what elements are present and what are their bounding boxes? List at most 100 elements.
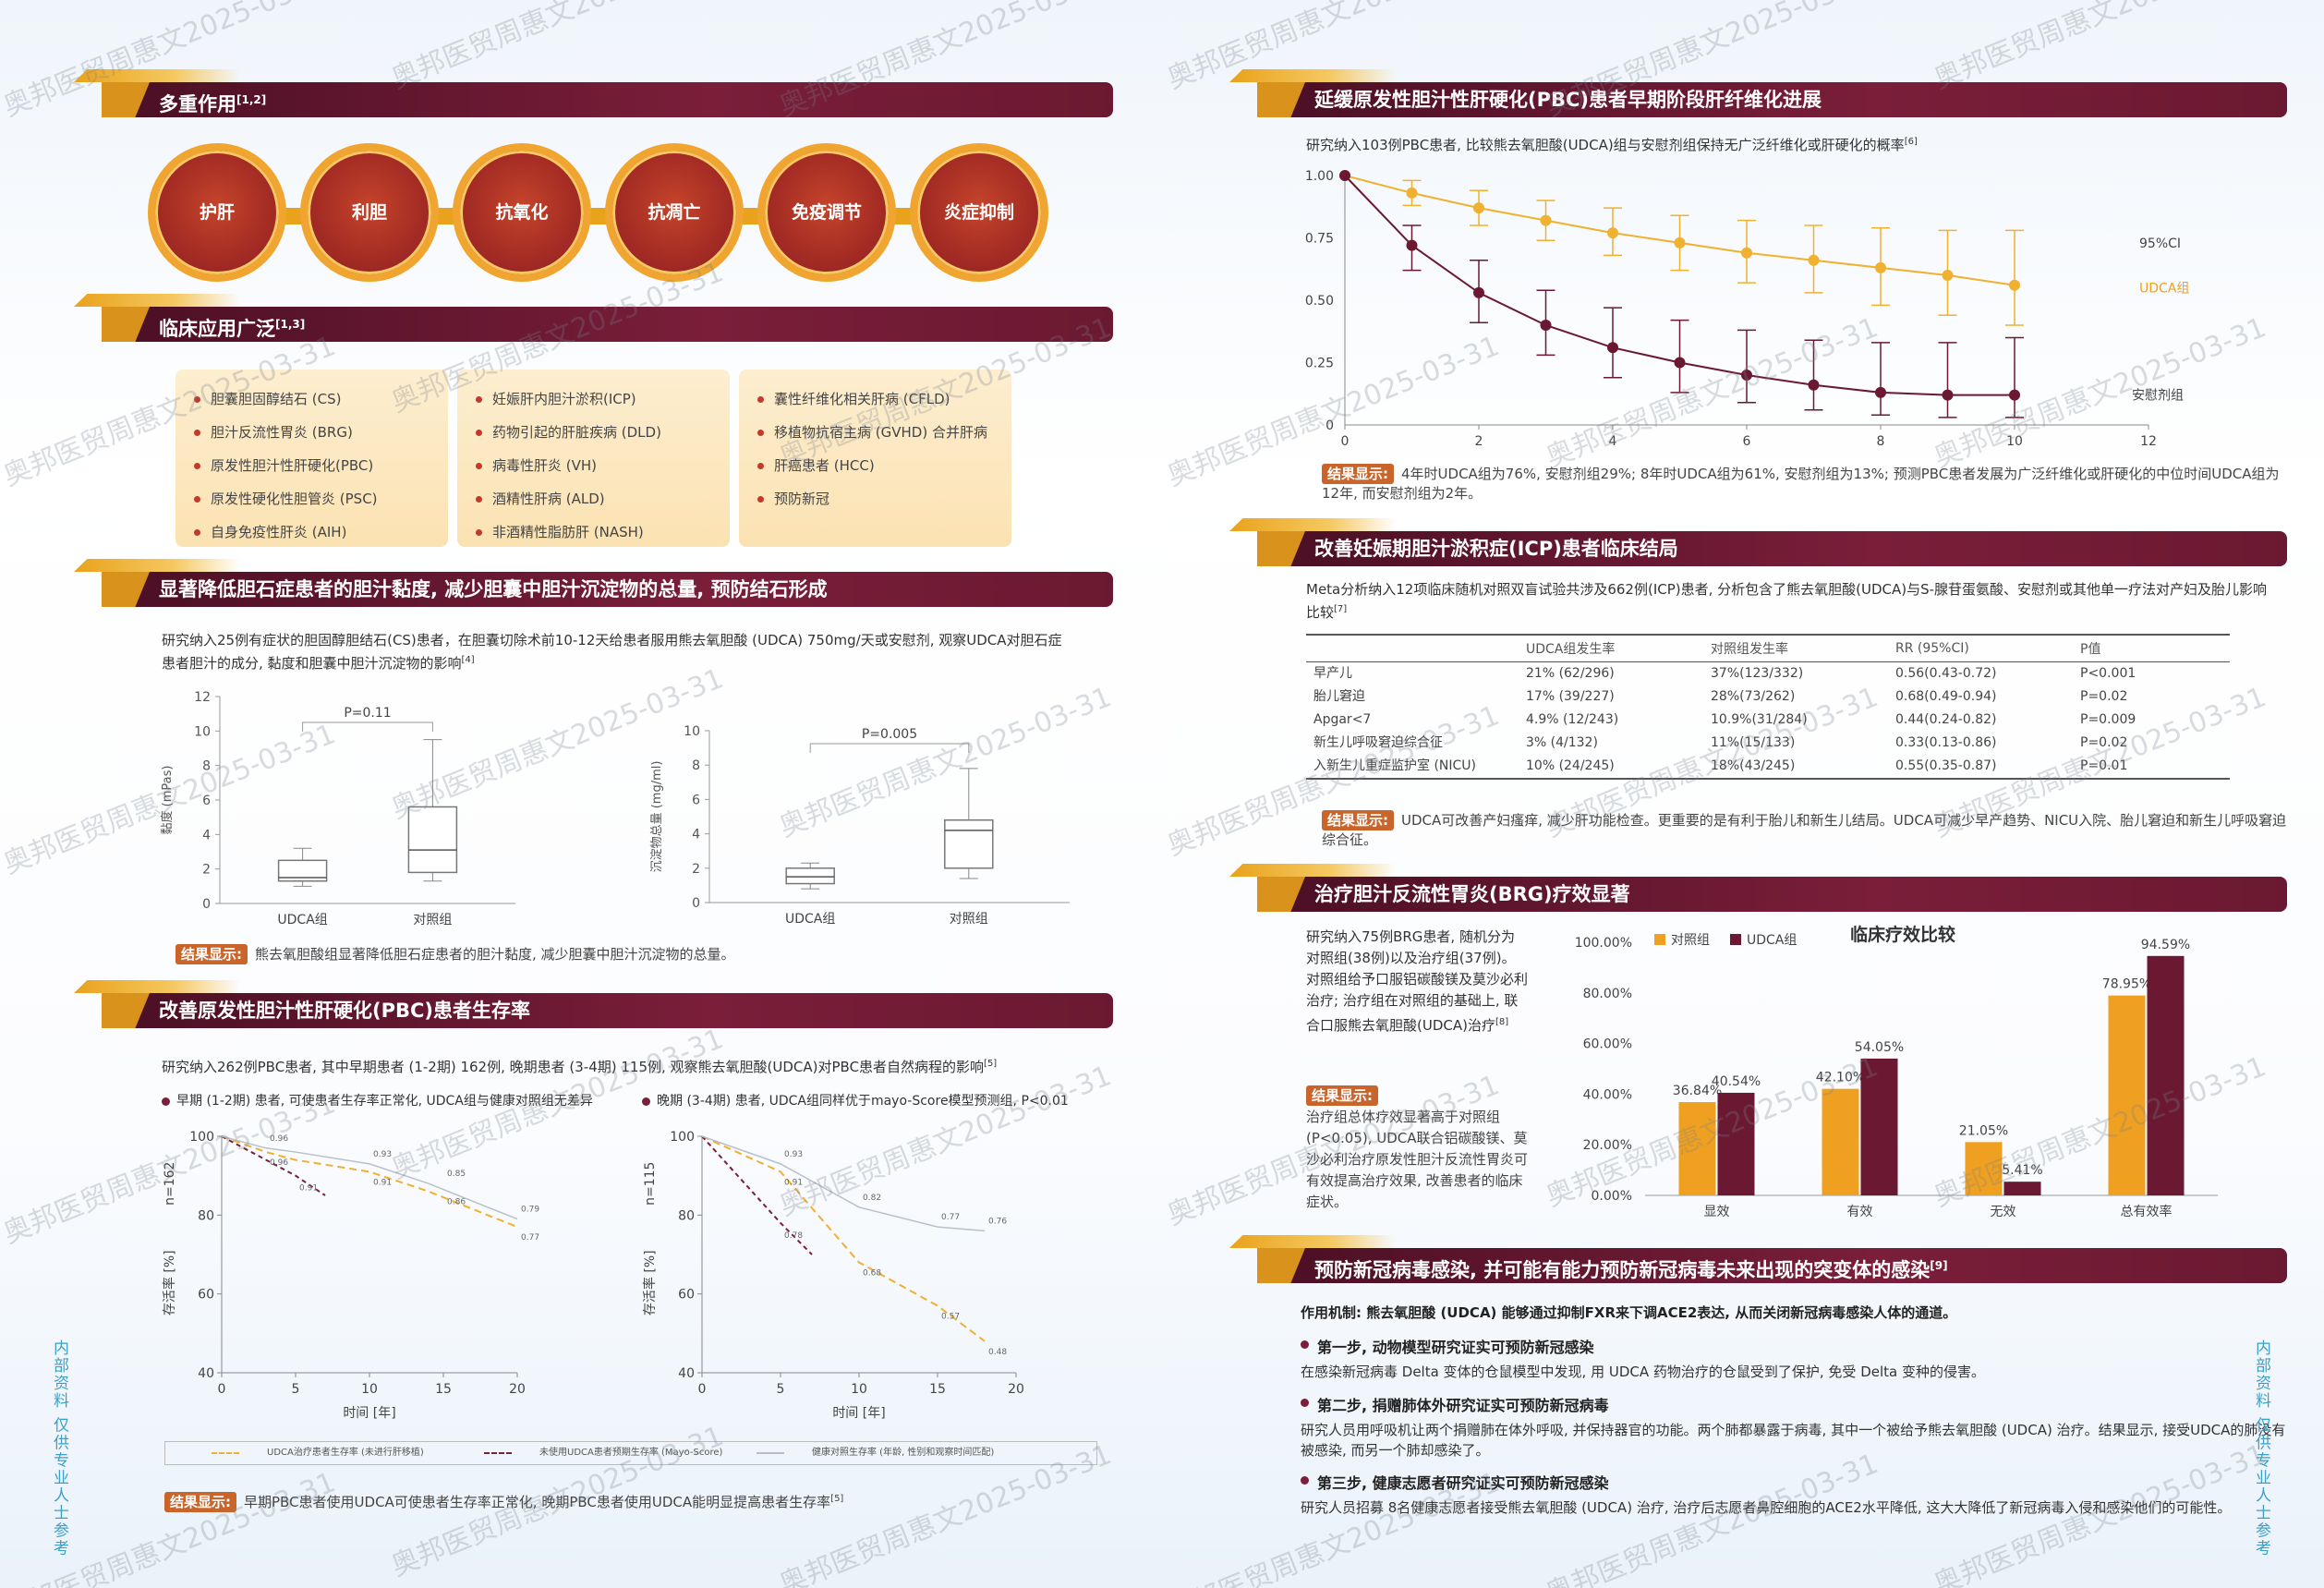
y-tick-label: 0.25 (1305, 357, 1334, 371)
point-label: 0.77 (521, 1233, 539, 1243)
placebo-point (1674, 357, 1686, 369)
placebo-point (1406, 239, 1418, 251)
category-label: UDCA组 (785, 912, 835, 927)
y-tick-label: 80.00% (1583, 987, 1632, 1001)
y-tick-label: 20.00% (1583, 1138, 1632, 1153)
x-tick-label: 15 (435, 1382, 452, 1397)
list-item: 肝癌患者 (HCC) (757, 449, 993, 482)
brg-result: 结果显示: 治疗组总体疗效显著高于对照组 (P<0.05), UDCA联合铝碳酸镁… (1306, 1085, 1529, 1210)
list-item: 原发性硬化性胆管炎 (PSC) (194, 482, 430, 515)
y-tick-label: 40 (198, 1366, 214, 1381)
y-tick-label: 60 (198, 1288, 214, 1303)
table-cell: 21% (62/296) (1526, 666, 1615, 681)
placebo-point (1339, 170, 1350, 181)
placebo-point (1942, 389, 1954, 401)
udca-curve (221, 1135, 518, 1229)
table-cell: 0.56(0.43-0.72) (1895, 666, 1997, 681)
legend-label: 未使用UDCA患者预期生存率 (Mayo-Score) (539, 1448, 723, 1458)
list-item: 药物引起的肝脏疾病 (DLD) (476, 416, 711, 449)
icp-outcome-table: UDCA组发生率 对照组发生率 RR (95%CI) P值 早产儿 21% (62… (1306, 634, 2230, 780)
legend-label: UDCA治疗患者生存率 (未进行肝移植) (267, 1448, 424, 1458)
function-circle: 炎症抑制 (910, 143, 1048, 282)
y-axis-label: 沉淀物总量 (mg/ml) (650, 761, 664, 873)
table-cell: 17% (39/227) (1526, 689, 1615, 704)
table-header (1306, 634, 1519, 662)
list-item: 妊娠肝内胆汁淤积(ICP) (476, 382, 711, 416)
bar (1717, 1092, 1755, 1195)
y-tick-label: 2 (692, 862, 700, 877)
list-item: 胆汁反流性胃炎 (BRG) (194, 416, 430, 449)
y-tick-label: 12 (194, 690, 211, 705)
placebo-point (1741, 370, 1752, 381)
bar-value-label: 40.54% (1712, 1074, 1761, 1089)
bar (1965, 1142, 2003, 1195)
table-cell: P=0.009 (2080, 712, 2136, 727)
table-cell: P=0.02 (2080, 689, 2128, 704)
x-tick-label: 10 (851, 1382, 867, 1397)
bar (2108, 995, 2146, 1195)
x-tick-label: 15 (929, 1382, 946, 1397)
category-label: 无效 (1991, 1205, 2016, 1219)
point-label: 0.93 (784, 1150, 803, 1159)
bar (1678, 1102, 1716, 1195)
bullet-icon (642, 1097, 650, 1106)
significance-bracket (302, 721, 433, 732)
section-title-icp: 改善妊娠期胆汁淤积症(ICP)患者临床结局 (1257, 531, 2287, 566)
udca-point (1607, 227, 1618, 239)
table-cell: P=0.01 (2073, 755, 2230, 780)
x-tick-label: 0 (1341, 434, 1350, 449)
late-stage-note: 晚期 (3-4期) 患者, UDCA组同样优于mayo-Score模型预测组, … (642, 1091, 1122, 1111)
table-cell: 0.68(0.49-0.94) (1895, 689, 1997, 704)
table-cell: 10% (24/245) (1519, 755, 1703, 780)
y-tick-label: 100 (670, 1130, 695, 1145)
x-tick-label: 20 (1008, 1382, 1024, 1397)
y-tick-label: 0.75 (1305, 232, 1334, 247)
table-header: UDCA组发生率 (1519, 634, 1703, 662)
placebo-label: 安慰剂组 (2132, 388, 2184, 404)
table-cell: 早产儿 (1313, 666, 1352, 681)
placebo-point (1540, 320, 1552, 331)
y-tick-label: 100 (189, 1130, 214, 1145)
point-label: 0.76 (988, 1217, 1007, 1226)
application-list-2: 妊娠肝内胆汁淤积(ICP) 药物引起的肝脏疾病 (DLD) 病毒性肝炎 (VH)… (457, 370, 730, 547)
list-item: 移植物抗宿主病 (GVHD) 合并肝病 (757, 416, 993, 449)
udca-point (1942, 270, 1954, 281)
category-label: 显效 (1704, 1205, 1730, 1219)
point-label: 0.91 (299, 1184, 318, 1194)
point-label: 0.79 (521, 1206, 539, 1215)
function-circle: 护肝 (148, 143, 286, 282)
x-tick-label: 5 (777, 1382, 785, 1397)
sediment-boxplot: 0 2 4 6 8 10 沉淀物总量 (mg/ml) UDCA组 对照组 P=0.005 (650, 724, 1070, 927)
y-axis-label: 黏度 (mPas) (160, 766, 175, 835)
point-label: 0.96 (270, 1158, 288, 1168)
list-item: 非酒精性脂肪肝 (NASH) (476, 515, 711, 549)
y-tick-label: 60 (678, 1288, 695, 1303)
y-axis-label: 存活率 [%] (642, 1250, 658, 1315)
fibrosis-description: 研究纳入103例PBC患者, 比较熊去氧胆酸(UDCA)组与安慰剂组保持无广泛纤… (1306, 137, 1918, 153)
icp-result: 结果显示: UDCA可改善产妇瘙痒, 减少肝功能检查。更重要的是有利于胎儿和新生儿… (1322, 810, 2287, 848)
function-circle: 免疫调节 (757, 143, 896, 282)
pbc-late-survival-chart: 40 60 80 100 0 5 10 15 20 时间 [年] 存活率 [%] n=115 0.91 0… (642, 1130, 1024, 1421)
table-cell: 28%(73/262) (1711, 689, 1796, 704)
category-label: 对照组 (950, 912, 988, 927)
table-cell: Apgar<7 (1313, 712, 1372, 727)
table-cell: 10.9%(31/284) (1711, 712, 1808, 727)
table-row: Apgar<7 4.9% (12/243) 10.9%(31/284) 0.44(0.… (1306, 709, 2230, 732)
table-cell: 4.9% (12/243) (1526, 712, 1619, 727)
table-cell: 胎儿窘迫 (1313, 689, 1365, 704)
y-tick-label: 10 (194, 724, 211, 739)
pbc-early-survival-chart: 40 60 80 100 0 5 10 15 20 时间 [年] 存活率 [%] n=162 0.96 0… (162, 1130, 539, 1421)
section-title-gallstone: 显著降低胆石症患者的胆汁黏度, 减少胆囊中胆汁沉淀物的总量, 预防结石形成 (102, 572, 1113, 607)
list-item: 预防新冠 (757, 482, 993, 515)
x-tick-label: 5 (292, 1382, 300, 1397)
table-row: 入新生儿重症监护室 (NICU) 10% (24/245) 18%(43/245) 0… (1306, 755, 2230, 780)
x-tick-label: 0 (698, 1382, 707, 1397)
brg-description: 研究纳入75例BRG患者, 随机分为对照组(38例)以及治疗组(37例)。对照组… (1306, 928, 1529, 1034)
table-cell: P<0.001 (2080, 666, 2136, 681)
legend-swatch-udca (212, 1452, 239, 1454)
legend-swatch (1654, 934, 1665, 945)
y-tick-label: 0 (202, 897, 211, 912)
table-row: 早产儿 21% (62/296) 37%(123/332) 0.56(0.43-0.7… (1306, 662, 2230, 686)
survival-legend: UDCA治疗患者生存率 (未进行肝移植) 未使用UDCA患者预期生存率 (May… (164, 1441, 1097, 1465)
